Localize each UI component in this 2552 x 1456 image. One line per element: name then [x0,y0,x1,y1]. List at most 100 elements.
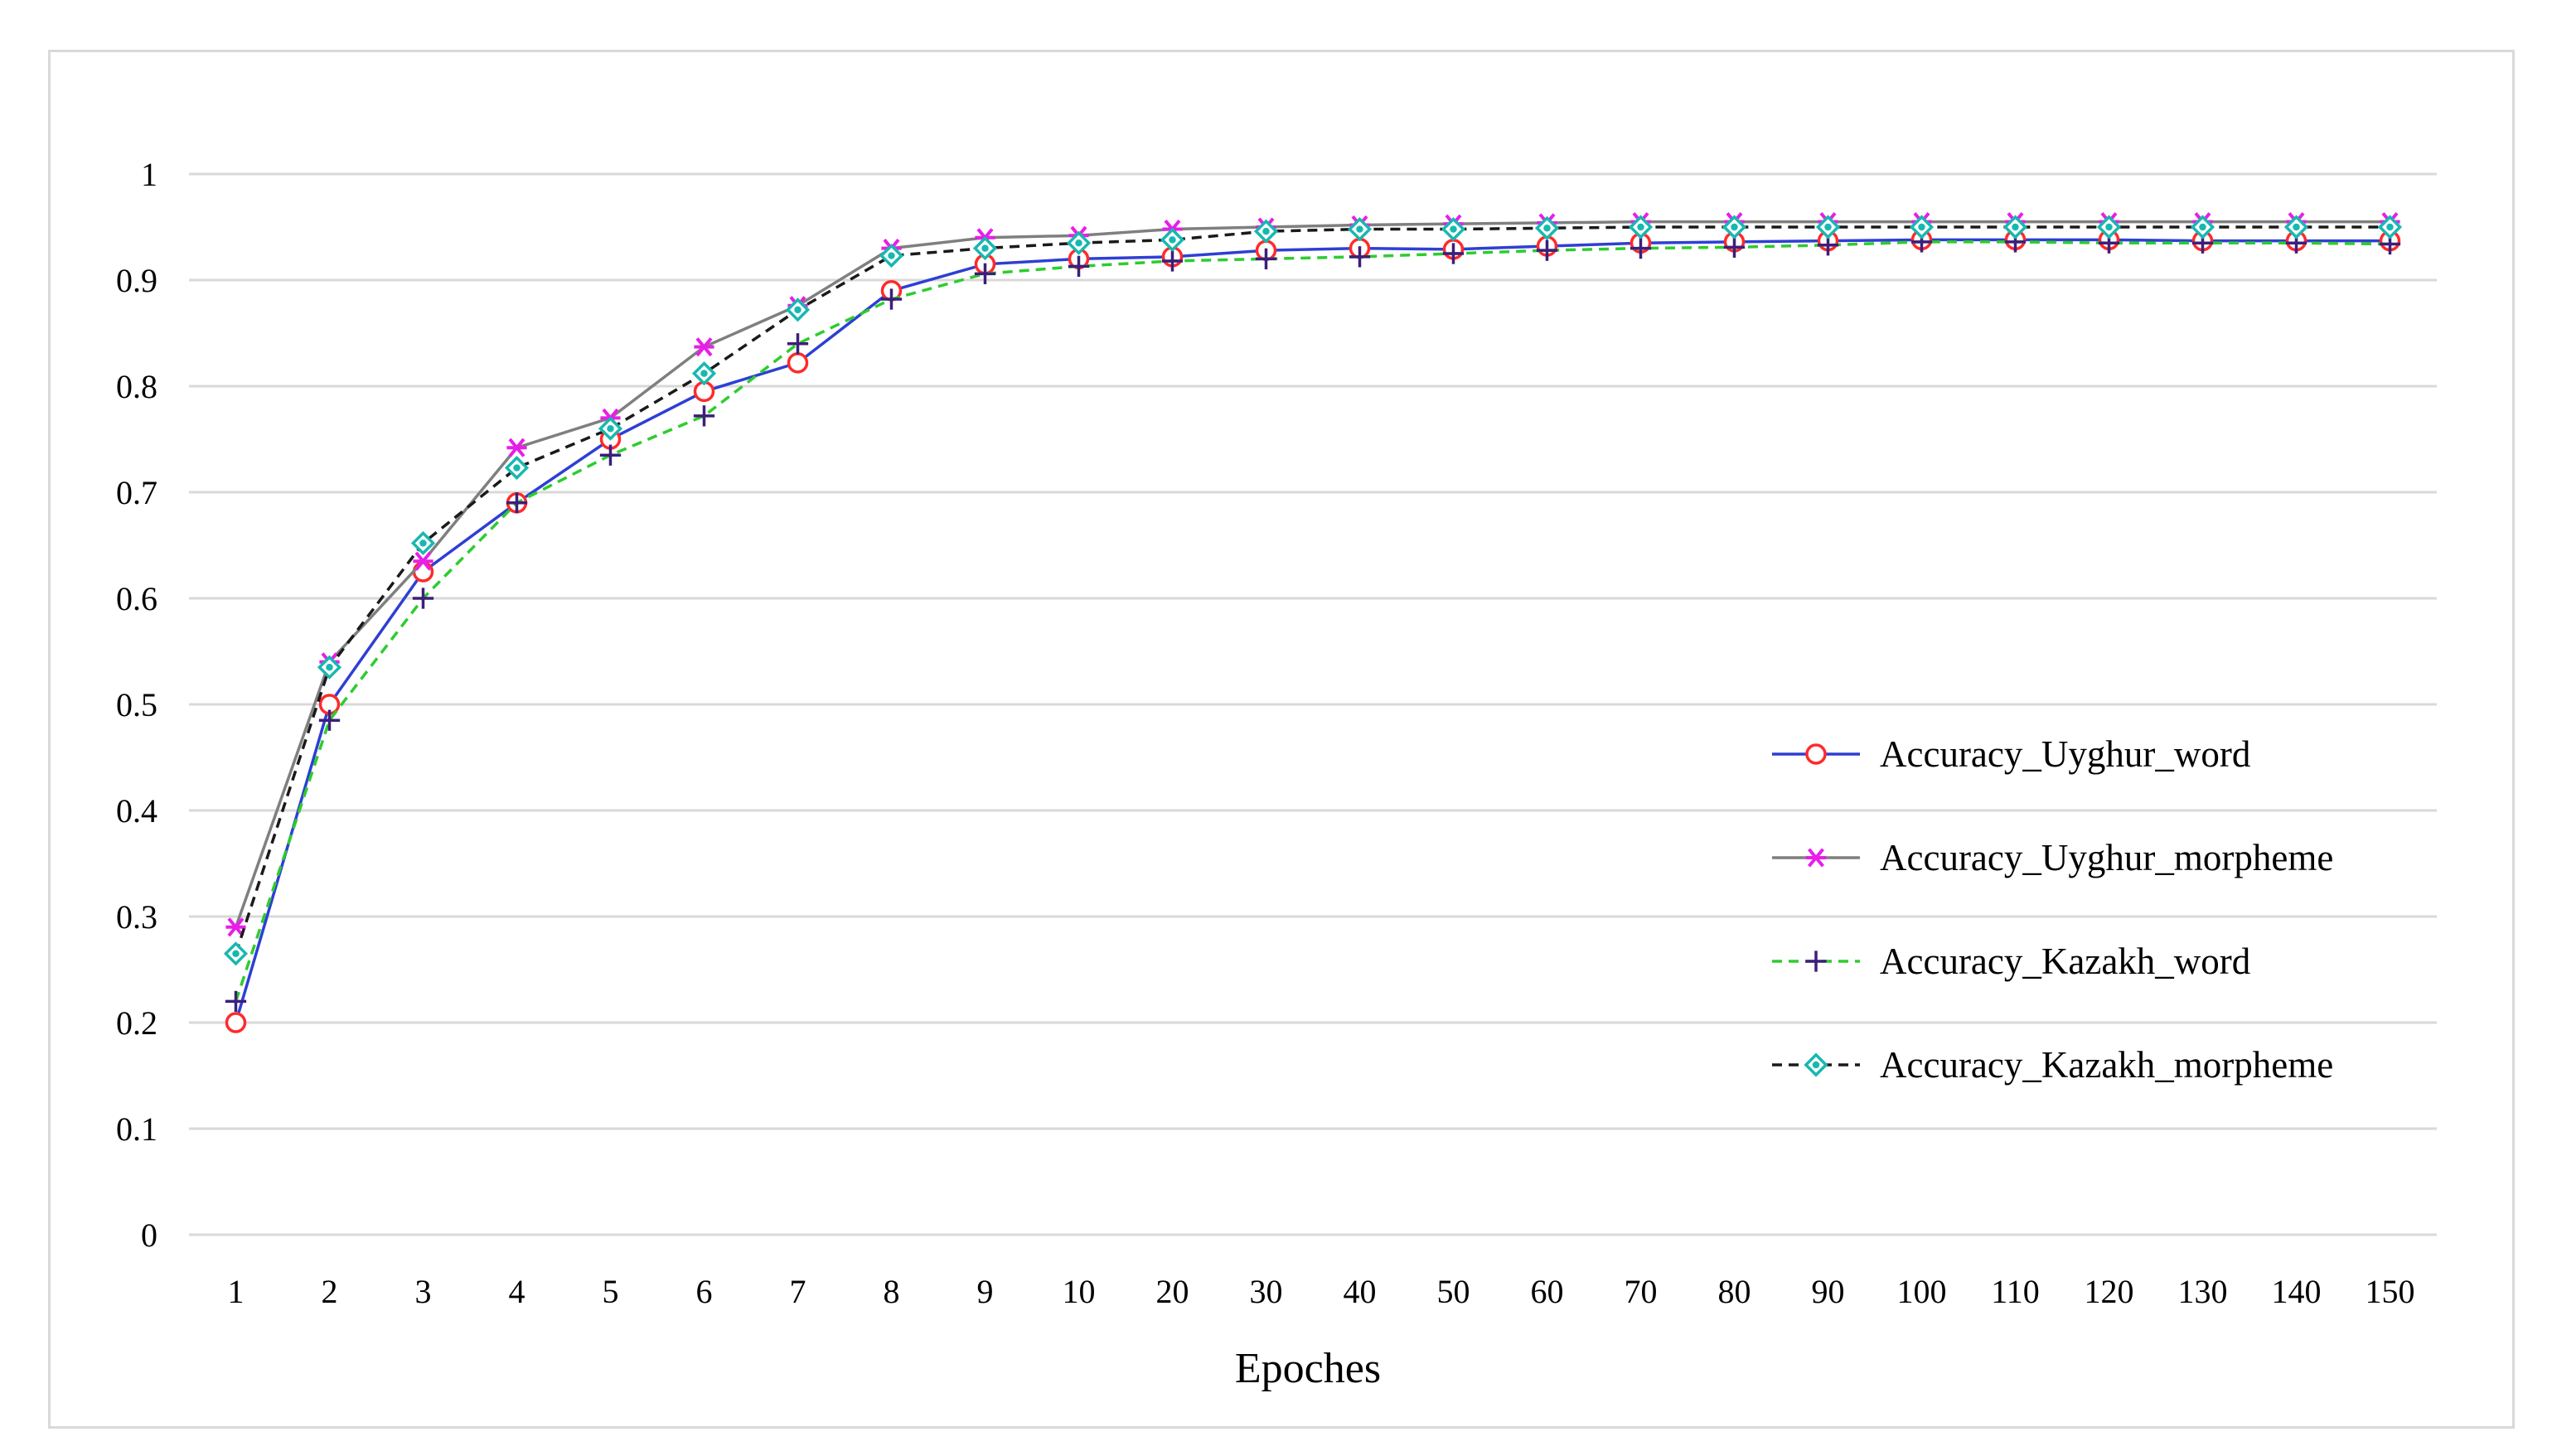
data-point-accuracy-kazakh-morpheme [1909,215,1935,239]
y-tick-label: 0.4 [116,792,157,830]
y-tick-label: 0.3 [116,898,157,936]
y-tick-label: 1 [141,156,157,193]
data-point-accuracy-kazakh-morpheme [410,530,436,556]
data-point-accuracy-kazakh-morpheme [2377,215,2403,239]
x-tick-label: 8 [884,1273,900,1310]
y-axis-ticks: 0 0.1 0.2 0.3 0.4 0.5 0.6 0.7 0.8 0.9 1 [116,156,157,1254]
legend-marker [1805,743,1827,765]
legend-label: Accuracy_Uyghur_word [1880,733,2250,775]
legend-label: Accuracy_Kazakh_word [1880,941,2250,982]
data-point-accuracy-kazakh-word [1349,246,1371,268]
legend-item-accuracy-uyghur-morpheme: Accuracy_Uyghur_morpheme [1772,837,2333,878]
data-point-accuracy-kazakh-morpheme [1066,230,1092,255]
legend-marker [1805,848,1827,868]
data-point-accuracy-kazakh-morpheme [785,297,811,322]
data-point-accuracy-kazakh-word [412,588,434,609]
y-tick-label: 0.7 [116,474,157,511]
data-point-accuracy-kazakh-morpheme [879,243,904,268]
x-axis-title: Epoches [1235,1345,1381,1392]
y-tick-label: 0.2 [116,1004,157,1042]
data-point-accuracy-kazakh-morpheme [1722,215,1747,239]
data-point-accuracy-kazakh-morpheme [1160,227,1185,252]
series-accuracy-kazakh-word [225,231,2401,1013]
x-tick-label: 60 [1531,1273,1564,1310]
data-point-accuracy-kazakh-morpheme [1253,219,1279,244]
data-point-accuracy-kazakh-word [1630,237,1652,259]
data-point-accuracy-kazakh-morpheme [2283,215,2309,239]
data-point-accuracy-kazakh-morpheme [598,416,623,441]
y-tick-label: 0 [141,1217,157,1254]
x-tick-label: 2 [322,1273,338,1310]
gridlines [189,172,2437,1236]
data-point-accuracy-kazakh-morpheme [2190,215,2215,239]
x-tick-label: 40 [1344,1273,1377,1310]
data-point-accuracy-kazakh-morpheme [2002,215,2028,239]
x-tick-label: 140 [2272,1273,2322,1310]
data-point-accuracy-uyghur-word [787,352,809,374]
data-point-accuracy-kazakh-word [506,492,528,514]
data-point-accuracy-kazakh-morpheme [1815,215,1841,239]
data-point-accuracy-kazakh-morpheme [504,455,530,481]
x-tick-label: 3 [415,1273,432,1310]
y-tick-label: 0.8 [116,368,157,405]
data-point-accuracy-kazakh-word [1161,250,1184,272]
series-accuracy-kazakh-morpheme [223,215,2403,966]
x-tick-label: 6 [696,1273,713,1310]
data-point-accuracy-kazakh-word [599,444,622,466]
data-point-accuracy-uyghur-word [225,1012,247,1033]
series-line-accuracy-kazakh-morpheme [234,225,2390,955]
legend-marker [1805,951,1827,972]
legend-item-accuracy-uyghur-word: Accuracy_Uyghur_word [1772,733,2250,775]
data-point-accuracy-kazakh-morpheme [691,361,717,386]
x-tick-label: 30 [1250,1273,1283,1310]
x-tick-label: 10 [1063,1273,1096,1310]
y-tick-label: 0.1 [116,1110,157,1148]
legend-item-accuracy-kazakh-morpheme: Accuracy_Kazakh_morpheme [1772,1044,2333,1086]
x-tick-label: 80 [1718,1273,1751,1310]
data-point-accuracy-kazakh-morpheme [223,941,249,966]
data-point-accuracy-kazakh-morpheme [1534,215,1560,240]
data-point-accuracy-kazakh-morpheme [1441,216,1466,242]
data-point-accuracy-uyghur-morpheme [506,438,527,457]
data-point-accuracy-kazakh-word [225,990,247,1013]
x-tick-label: 4 [509,1273,525,1310]
legend-label: Accuracy_Uyghur_morpheme [1880,837,2333,878]
x-tick-label: 7 [790,1273,806,1310]
series-line-accuracy-kazakh-word [234,240,2390,1002]
data-point-accuracy-kazakh-word [693,405,715,427]
data-point-accuracy-kazakh-word [1442,243,1465,264]
data-point-accuracy-uyghur-morpheme [225,917,246,937]
x-tick-label: 150 [2366,1273,2415,1310]
series-accuracy-uyghur-word [225,229,2401,1033]
data-point-accuracy-kazakh-word [1068,255,1090,278]
legend-label: Accuracy_Kazakh_morpheme [1880,1044,2333,1086]
data-point-accuracy-kazakh-morpheme [1347,216,1373,242]
series-line-accuracy-uyghur-morpheme [234,220,2390,928]
legend: Accuracy_Uyghur_word Accuracy_Uyghur_morp… [1772,733,2333,1086]
data-point-accuracy-kazakh-word [1536,239,1558,261]
x-tick-label: 110 [1991,1273,2040,1310]
data-point-accuracy-kazakh-morpheme [972,236,998,261]
x-tick-label: 100 [1897,1273,1947,1310]
x-tick-label: 20 [1156,1273,1189,1310]
x-tick-label: 50 [1437,1273,1470,1310]
data-point-accuracy-kazakh-word [974,263,996,284]
series-line-accuracy-uyghur-word [234,238,2390,1023]
data-point-accuracy-uyghur-word [412,561,434,583]
x-axis-ticks: 1 2 3 4 5 6 7 8 9 10 20 30 40 50 60 70 80 90 100 110 120 130 1… [228,1273,2415,1310]
data-point-accuracy-uyghur-morpheme [694,337,714,357]
x-tick-label: 130 [2178,1273,2228,1310]
y-tick-label: 0.6 [116,580,157,617]
data-point-accuracy-kazakh-word [1723,236,1746,258]
x-tick-label: 1 [228,1273,245,1310]
x-tick-label: 70 [1625,1273,1658,1310]
data-point-accuracy-kazakh-word [787,333,809,355]
data-point-accuracy-kazakh-morpheme [2096,215,2122,239]
data-point-accuracy-kazakh-morpheme [1628,215,1654,239]
y-tick-label: 0.9 [116,262,157,299]
x-tick-label: 5 [603,1273,619,1310]
data-point-accuracy-kazakh-word [880,288,903,310]
data-point-accuracy-kazakh-word [318,709,341,731]
legend-marker [1804,1052,1828,1077]
